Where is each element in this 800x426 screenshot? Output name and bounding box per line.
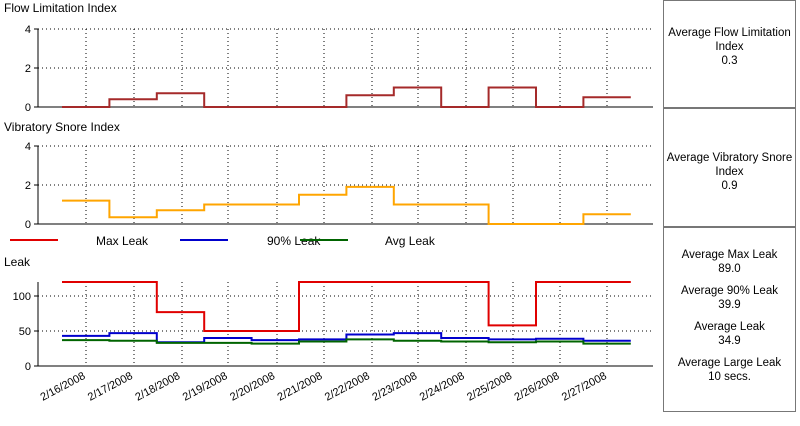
leak-max-leak-line <box>62 281 631 332</box>
snore-stat-panel: Average Vibratory Snore Index 0.9 <box>663 108 796 227</box>
flow-stat-value: 0.3 <box>721 55 738 67</box>
avg-leak-stat: Average Leak 34.9 <box>664 320 795 348</box>
large-leak-stat: Average Large Leak 10 secs. <box>664 356 795 384</box>
snore-y-tick-label: 2 <box>25 180 31 192</box>
flow-limitation-plot: 0 2 4 <box>25 24 653 114</box>
date-tick-label: 2/22/2008 <box>323 370 372 404</box>
snore-y-tick-label: 4 <box>25 141 31 153</box>
90-leak-stat-value: 39.9 <box>718 299 741 311</box>
date-tick-label: 2/24/2008 <box>418 370 467 404</box>
date-tick-label: 2/21/2008 <box>276 370 325 404</box>
flow-series-0-line <box>62 86 631 108</box>
avg-leak-stat-value: 34.9 <box>718 335 741 347</box>
flow-stat-block: Average Flow Limitation Index 0.3 <box>664 26 795 68</box>
date-tick-label: 2/17/2008 <box>86 370 135 404</box>
vibratory-snore-plot: 0 2 4 <box>25 141 653 231</box>
legend-label-avg-leak: Avg Leak <box>385 234 436 248</box>
flow-stat-label: Average Flow Limitation Index <box>668 27 791 53</box>
date-tick-label: 2/20/2008 <box>228 370 277 404</box>
date-tick-label: 2/19/2008 <box>181 370 230 404</box>
max-leak-stat: Average Max Leak 89.0 <box>664 248 795 276</box>
leak-stat-panel: Average Max Leak 89.0 Average 90% Leak 3… <box>663 227 796 412</box>
snore-series-0-line <box>62 185 631 225</box>
leak-y-tick-label: 50 <box>19 326 31 338</box>
date-tick-label: 2/27/2008 <box>560 370 609 404</box>
date-tick-label: 2/18/2008 <box>133 370 182 404</box>
snore-stat-value: 0.9 <box>721 180 738 192</box>
flow-y-tick-label: 2 <box>25 63 31 75</box>
90-leak-stat: Average 90% Leak 39.9 <box>664 284 795 312</box>
snore-chart-title: Vibratory Snore Index <box>4 120 120 134</box>
date-tick-label: 2/25/2008 <box>465 370 514 404</box>
flow-chart-title: Flow Limitation Index <box>4 1 117 15</box>
legend-label-90-leak: 90% Leak <box>267 234 321 248</box>
leak-y-tick-label: 0 <box>25 361 31 373</box>
leak-avg-leak-line <box>62 338 631 345</box>
large-leak-stat-label: Average Large Leak <box>677 357 782 369</box>
date-tick-label: 2/16/2008 <box>39 370 88 404</box>
date-axis-labels: 2/16/20082/17/20082/18/20082/19/20082/20… <box>39 370 609 404</box>
leak-chart-title: Leak <box>4 255 31 269</box>
legend-label-max-leak: Max Leak <box>96 234 149 248</box>
date-tick-label: 2/23/2008 <box>370 370 419 404</box>
snore-stat-label: Average Vibratory Snore Index <box>666 152 793 178</box>
flow-y-tick-label: 0 <box>25 102 31 114</box>
snore-stat-block: Average Vibratory Snore Index 0.9 <box>664 151 795 193</box>
90-leak-stat-label: Average 90% Leak <box>681 285 778 297</box>
max-leak-stat-label: Average Max Leak <box>681 249 778 261</box>
max-leak-stat-value: 89.0 <box>718 263 741 275</box>
large-leak-stat-value: 10 secs. <box>708 371 751 383</box>
leak-legend: Max Leak 90% Leak Avg Leak <box>10 234 436 248</box>
leak-plot: 0 50 100 <box>13 281 653 373</box>
snore-y-tick-label: 0 <box>25 219 31 231</box>
flow-y-tick-label: 4 <box>25 24 31 36</box>
flow-stat-panel: Average Flow Limitation Index 0.3 <box>663 0 796 108</box>
leak-y-tick-label: 100 <box>13 291 31 303</box>
avg-leak-stat-label: Average Leak <box>694 321 765 333</box>
date-tick-label: 2/26/2008 <box>513 370 562 404</box>
